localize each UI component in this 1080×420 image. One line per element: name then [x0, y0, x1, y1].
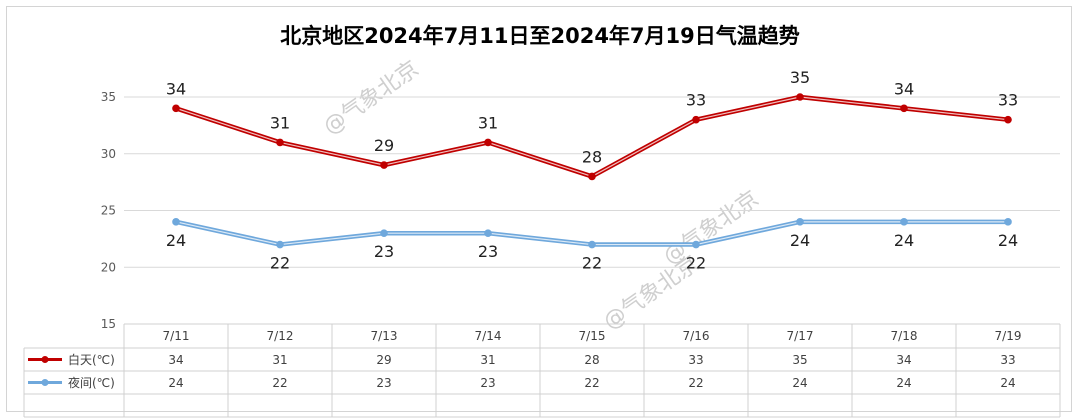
x-tick-label-7/11: 7/11 — [163, 329, 190, 343]
data-label-0-1: 31 — [270, 113, 290, 132]
data-point-1-6 — [796, 218, 804, 226]
legend-label-1: 夜间(℃) — [68, 375, 115, 390]
table-cell-0-2: 29 — [376, 353, 391, 367]
data-point-0-4 — [588, 172, 596, 181]
table-cell-0-1: 31 — [272, 353, 287, 367]
data-point-0-0 — [172, 104, 180, 113]
data-label-0-2: 29 — [374, 136, 394, 155]
data-point-1-4 — [588, 240, 596, 249]
data-label-0-7: 34 — [894, 79, 914, 98]
data-label-1-7: 24 — [894, 231, 914, 250]
table-cell-1-3: 23 — [480, 376, 495, 390]
table-cell-0-7: 34 — [896, 353, 911, 367]
table-cell-0-4: 28 — [584, 353, 599, 367]
table-cell-0-3: 31 — [480, 353, 495, 367]
data-label-1-0: 24 — [166, 231, 186, 250]
y-tick-label-30: 30 — [101, 147, 116, 161]
data-label-0-6: 35 — [790, 68, 810, 87]
gridlines — [124, 96, 1060, 268]
data-point-1-3 — [484, 229, 492, 237]
x-tick-label-7/14: 7/14 — [475, 329, 502, 343]
y-tick-label-15: 15 — [101, 317, 116, 331]
data-point-1-2 — [380, 229, 388, 237]
data-point-0-5 — [692, 115, 700, 124]
legend-marker-0 — [41, 356, 49, 363]
data-label-0-4: 28 — [582, 147, 602, 166]
data-point-0-6 — [796, 93, 804, 101]
table-cell-0-5: 33 — [688, 353, 703, 367]
x-tick-label-7/15: 7/15 — [579, 329, 606, 343]
y-tick-label-20: 20 — [101, 260, 116, 274]
x-tick-label-7/13: 7/13 — [371, 329, 398, 343]
data-label-1-8: 24 — [998, 231, 1018, 250]
data-table: 7/11 7/12 7/13 7/14 7/15 7/16 7/17 7/18 7/19 白天(℃… — [23, 323, 1061, 418]
table-cell-1-8: 24 — [1000, 376, 1015, 390]
table-cell-0-6: 35 — [792, 353, 807, 367]
data-label-0-5: 33 — [686, 91, 706, 110]
legend-label-0: 白天(℃) — [68, 352, 115, 367]
data-point-0-2 — [380, 161, 388, 169]
data-point-1-5 — [692, 240, 700, 249]
x-tick-label-7/16: 7/16 — [683, 329, 710, 343]
table-cell-0-8: 33 — [1000, 353, 1015, 367]
data-label-1-5: 22 — [686, 254, 706, 273]
y-axis: 15 20 25 30 35 — [101, 90, 116, 331]
data-label-1-1: 22 — [270, 254, 290, 273]
legend-marker-1 — [41, 379, 49, 386]
table-cell-0-0: 34 — [168, 353, 183, 367]
x-tick-label-7/19: 7/19 — [995, 329, 1022, 343]
series-lines — [172, 93, 1012, 249]
watermark-0: @气象北京 — [319, 56, 423, 140]
data-point-1-0 — [172, 218, 180, 226]
table-cell-1-4: 22 — [584, 376, 599, 390]
chart-title: 北京地区2024年7月11日至2024年7月19日气温趋势 — [280, 24, 800, 48]
table-cell-1-7: 24 — [896, 376, 911, 390]
data-point-0-3 — [484, 138, 492, 147]
data-label-0-8: 33 — [998, 91, 1018, 110]
table-cell-1-6: 24 — [792, 376, 807, 390]
data-label-1-6: 24 — [790, 231, 810, 250]
x-tick-label-7/17: 7/17 — [787, 329, 814, 343]
x-tick-label-7/18: 7/18 — [891, 329, 918, 343]
data-label-1-4: 22 — [582, 254, 602, 273]
watermark-2: @气象北京 — [659, 186, 763, 270]
table-cell-1-1: 22 — [272, 376, 287, 390]
data-label-1-3: 23 — [478, 242, 498, 261]
data-point-1-8 — [1004, 218, 1012, 226]
data-point-0-8 — [1004, 115, 1012, 124]
data-label-1-2: 23 — [374, 242, 394, 261]
x-tick-label-7/12: 7/12 — [267, 329, 294, 343]
y-tick-label-35: 35 — [101, 90, 116, 104]
data-point-1-7 — [900, 218, 908, 226]
data-label-0-3: 31 — [478, 113, 498, 132]
table-cell-1-0: 24 — [168, 376, 183, 390]
y-tick-label-25: 25 — [101, 204, 116, 218]
data-point-0-1 — [276, 138, 284, 147]
table-cell-1-2: 23 — [376, 376, 391, 390]
data-point-1-1 — [276, 240, 284, 249]
chart-frame — [6, 6, 1072, 412]
table-cell-1-5: 22 — [688, 376, 703, 390]
data-label-0-0: 34 — [166, 79, 186, 98]
data-point-0-7 — [900, 104, 908, 113]
data-labels: 34 31 29 31 28 33 35 34 33 24 22 23 23 22 22 24 24 24 — [166, 68, 1018, 273]
